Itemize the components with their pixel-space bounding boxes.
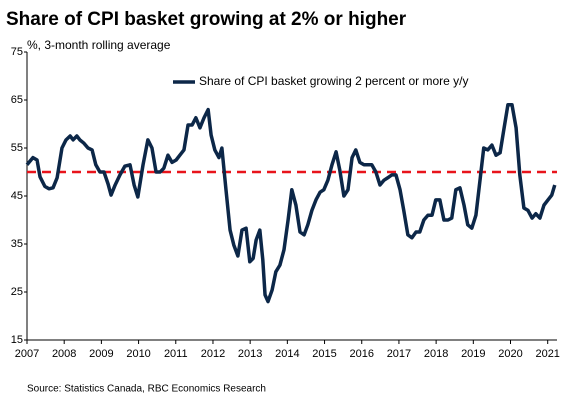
x-tick-label: 2020 bbox=[498, 348, 522, 360]
y-tick-label: 65 bbox=[11, 94, 23, 106]
x-tick-label: 2014 bbox=[275, 348, 299, 360]
y-tick-label: 45 bbox=[11, 190, 23, 202]
source-note: Source: Statistics Canada, RBC Economics… bbox=[27, 384, 266, 395]
y-tick-label: 15 bbox=[11, 334, 23, 346]
y-tick-label: 35 bbox=[11, 238, 23, 250]
data-line bbox=[25, 103, 557, 304]
x-tick-label: 2021 bbox=[535, 348, 559, 360]
x-tick-label: 2017 bbox=[387, 348, 411, 360]
x-tick-label: 2016 bbox=[349, 348, 373, 360]
x-tick-label: 2007 bbox=[15, 348, 39, 360]
x-tick-label: 2012 bbox=[201, 348, 225, 360]
legend-label: Share of CPI basket growing 2 percent or… bbox=[199, 74, 468, 88]
chart-subtitle: %, 3-month rolling average bbox=[27, 38, 171, 52]
x-tick-label: 2010 bbox=[126, 348, 150, 360]
x-tick-label: 2013 bbox=[238, 348, 262, 360]
x-tick-label: 2015 bbox=[312, 348, 336, 360]
chart-title: Share of CPI basket growing at 2% or hig… bbox=[6, 9, 407, 30]
y-tick-label: 75 bbox=[11, 46, 23, 58]
x-tick-label: 2008 bbox=[52, 348, 76, 360]
x-tick-label: 2011 bbox=[164, 348, 188, 360]
x-tick-label: 2018 bbox=[424, 348, 448, 360]
y-tick-label: 25 bbox=[11, 286, 23, 298]
x-tick-label: 2019 bbox=[461, 348, 485, 360]
y-tick-label: 55 bbox=[11, 142, 23, 154]
x-tick-label: 2009 bbox=[89, 348, 113, 360]
